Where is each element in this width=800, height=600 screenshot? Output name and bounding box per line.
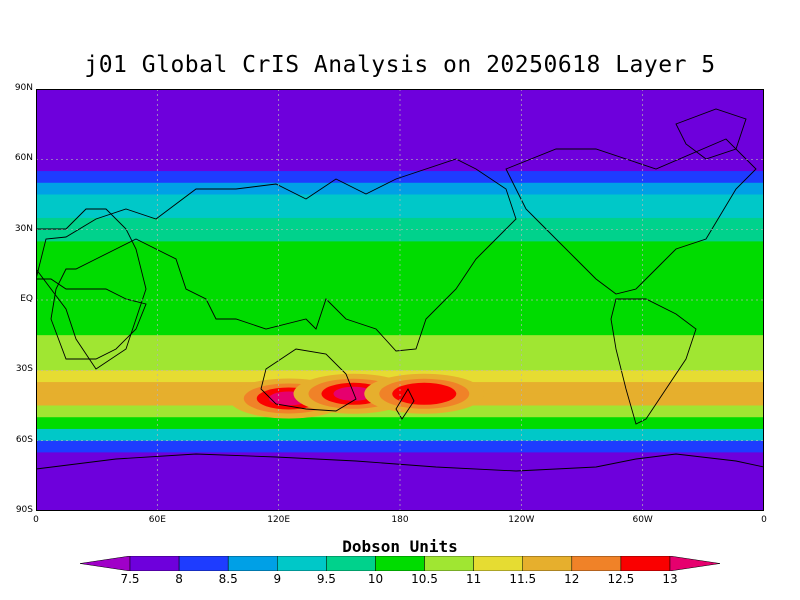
colorbar-swatch [473,556,523,571]
contour-band [36,440,764,453]
coast-south-america [610,298,697,425]
coast-africa [36,208,147,370]
contour-band [36,300,764,313]
coast-eurasia-africa [36,158,517,360]
lon-tick-label: 60E [148,515,166,525]
lat-lon-gridlines [36,89,764,511]
contour-band [36,182,764,196]
coast-australia [260,348,357,412]
colorbar [80,556,720,571]
colorbar-tick-label: 10 [367,572,384,586]
contour-band [36,241,764,254]
lon-tick-label: 0 [761,515,767,525]
contour-band [36,335,764,348]
ozone-maximum [392,382,457,405]
lon-tick-label: 0 [33,515,39,525]
colorbar-min-arrow [80,556,131,571]
colorbar-swatch [375,556,425,571]
colorbar-tick-label: 11 [465,572,482,586]
colorbar-swatch [620,556,671,571]
colorbar-units-label: Dobson Units [342,537,458,556]
contour-band [36,276,764,289]
contour-band [36,147,764,160]
colorbar-swatch [522,556,573,571]
colorbar-swatch [178,556,229,571]
colorbar-tick-label: 12.5 [607,572,635,586]
colorbar-max-arrow [669,556,720,571]
contour-band [36,311,764,325]
map-plot-area [36,89,764,511]
coastlines [36,108,764,472]
colorbar-tick-label: 13 [662,572,678,586]
lat-tick-label: EQ [20,294,33,304]
contour-band [36,417,764,430]
contour-band [36,452,764,465]
colorbar-tick-label: 9.5 [316,572,336,586]
colorbar-tick-label: 9 [273,572,282,586]
lat-tick-label: 60N [14,153,33,164]
colorbar-swatch [424,556,474,571]
ozone-map [36,89,764,511]
colorbar-swatch [277,556,327,571]
lat-tick-label: 30S [15,364,33,375]
colorbar-swatch [227,556,278,571]
map-border [36,89,764,511]
lat-tick-label: 60S [15,434,33,445]
lon-tick-label: 60W [632,515,653,525]
colorbar-swatch [326,556,376,571]
colorbar-tick-label: 7.5 [120,572,140,586]
coast-greenland [675,108,747,160]
lat-tick-label: 90S [15,505,33,515]
lat-tick-label: 90N [14,83,33,93]
lat-tick-label: 30N [14,223,33,234]
contour-band [36,206,764,219]
contour-band [36,346,764,360]
colorbar-tick-label: 8 [175,572,183,586]
colorbar-tick-label: 10.5 [411,572,438,586]
colorbar-swatch [129,556,180,571]
colorbar-tick-label: 8.5 [218,572,238,586]
chart-title: j01 Global CrIS Analysis on 20250618 Lay… [84,52,716,78]
coast-north-america [505,138,757,295]
lon-tick-label: 180 [391,515,409,525]
lon-tick-label: 120E [267,515,291,525]
lon-tick-label: 120W [508,515,535,525]
colorbar-tick-label: 12 [564,572,580,586]
coast-antarctica [36,453,764,472]
ozone-maxima [228,373,485,419]
colorbar-swatch [571,556,622,571]
colorbar-tick-label: 11.5 [509,572,537,586]
